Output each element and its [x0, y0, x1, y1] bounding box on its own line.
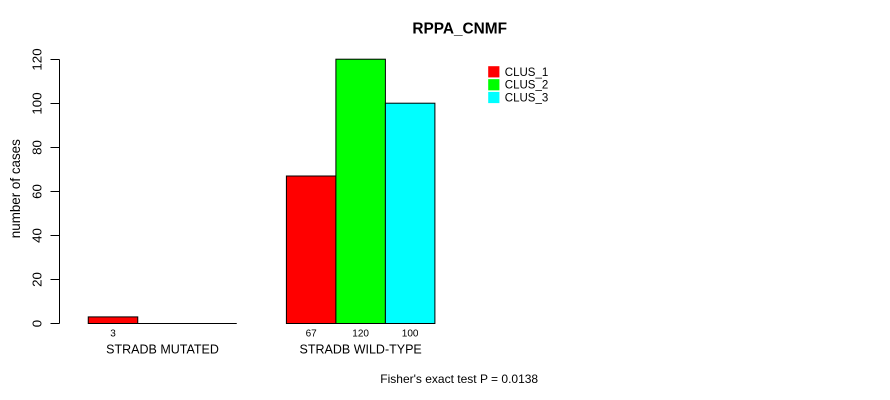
- svg-text:80: 80: [30, 140, 45, 155]
- svg-text:number of cases: number of cases: [8, 139, 23, 238]
- svg-text:40: 40: [30, 228, 45, 243]
- svg-text:STRADB WILD-TYPE: STRADB WILD-TYPE: [300, 342, 422, 356]
- svg-text:STRADB MUTATED: STRADB MUTATED: [106, 342, 219, 356]
- svg-text:67: 67: [306, 328, 318, 339]
- svg-text:120: 120: [30, 48, 45, 70]
- svg-text:CLUS_2: CLUS_2: [505, 80, 548, 92]
- svg-text:0: 0: [30, 320, 45, 327]
- svg-text:3: 3: [110, 328, 116, 339]
- svg-text:RPPA_CNMF: RPPA_CNMF: [412, 21, 507, 38]
- svg-text:CLUS_3: CLUS_3: [505, 92, 548, 104]
- svg-text:100: 100: [30, 92, 45, 114]
- svg-text:60: 60: [30, 184, 45, 199]
- svg-text:120: 120: [352, 328, 369, 339]
- svg-text:Fisher's exact test P = 0.0138: Fisher's exact test P = 0.0138: [380, 372, 538, 386]
- svg-text:CLUS_1: CLUS_1: [505, 67, 548, 79]
- svg-text:100: 100: [402, 328, 419, 339]
- svg-text:20: 20: [30, 272, 45, 287]
